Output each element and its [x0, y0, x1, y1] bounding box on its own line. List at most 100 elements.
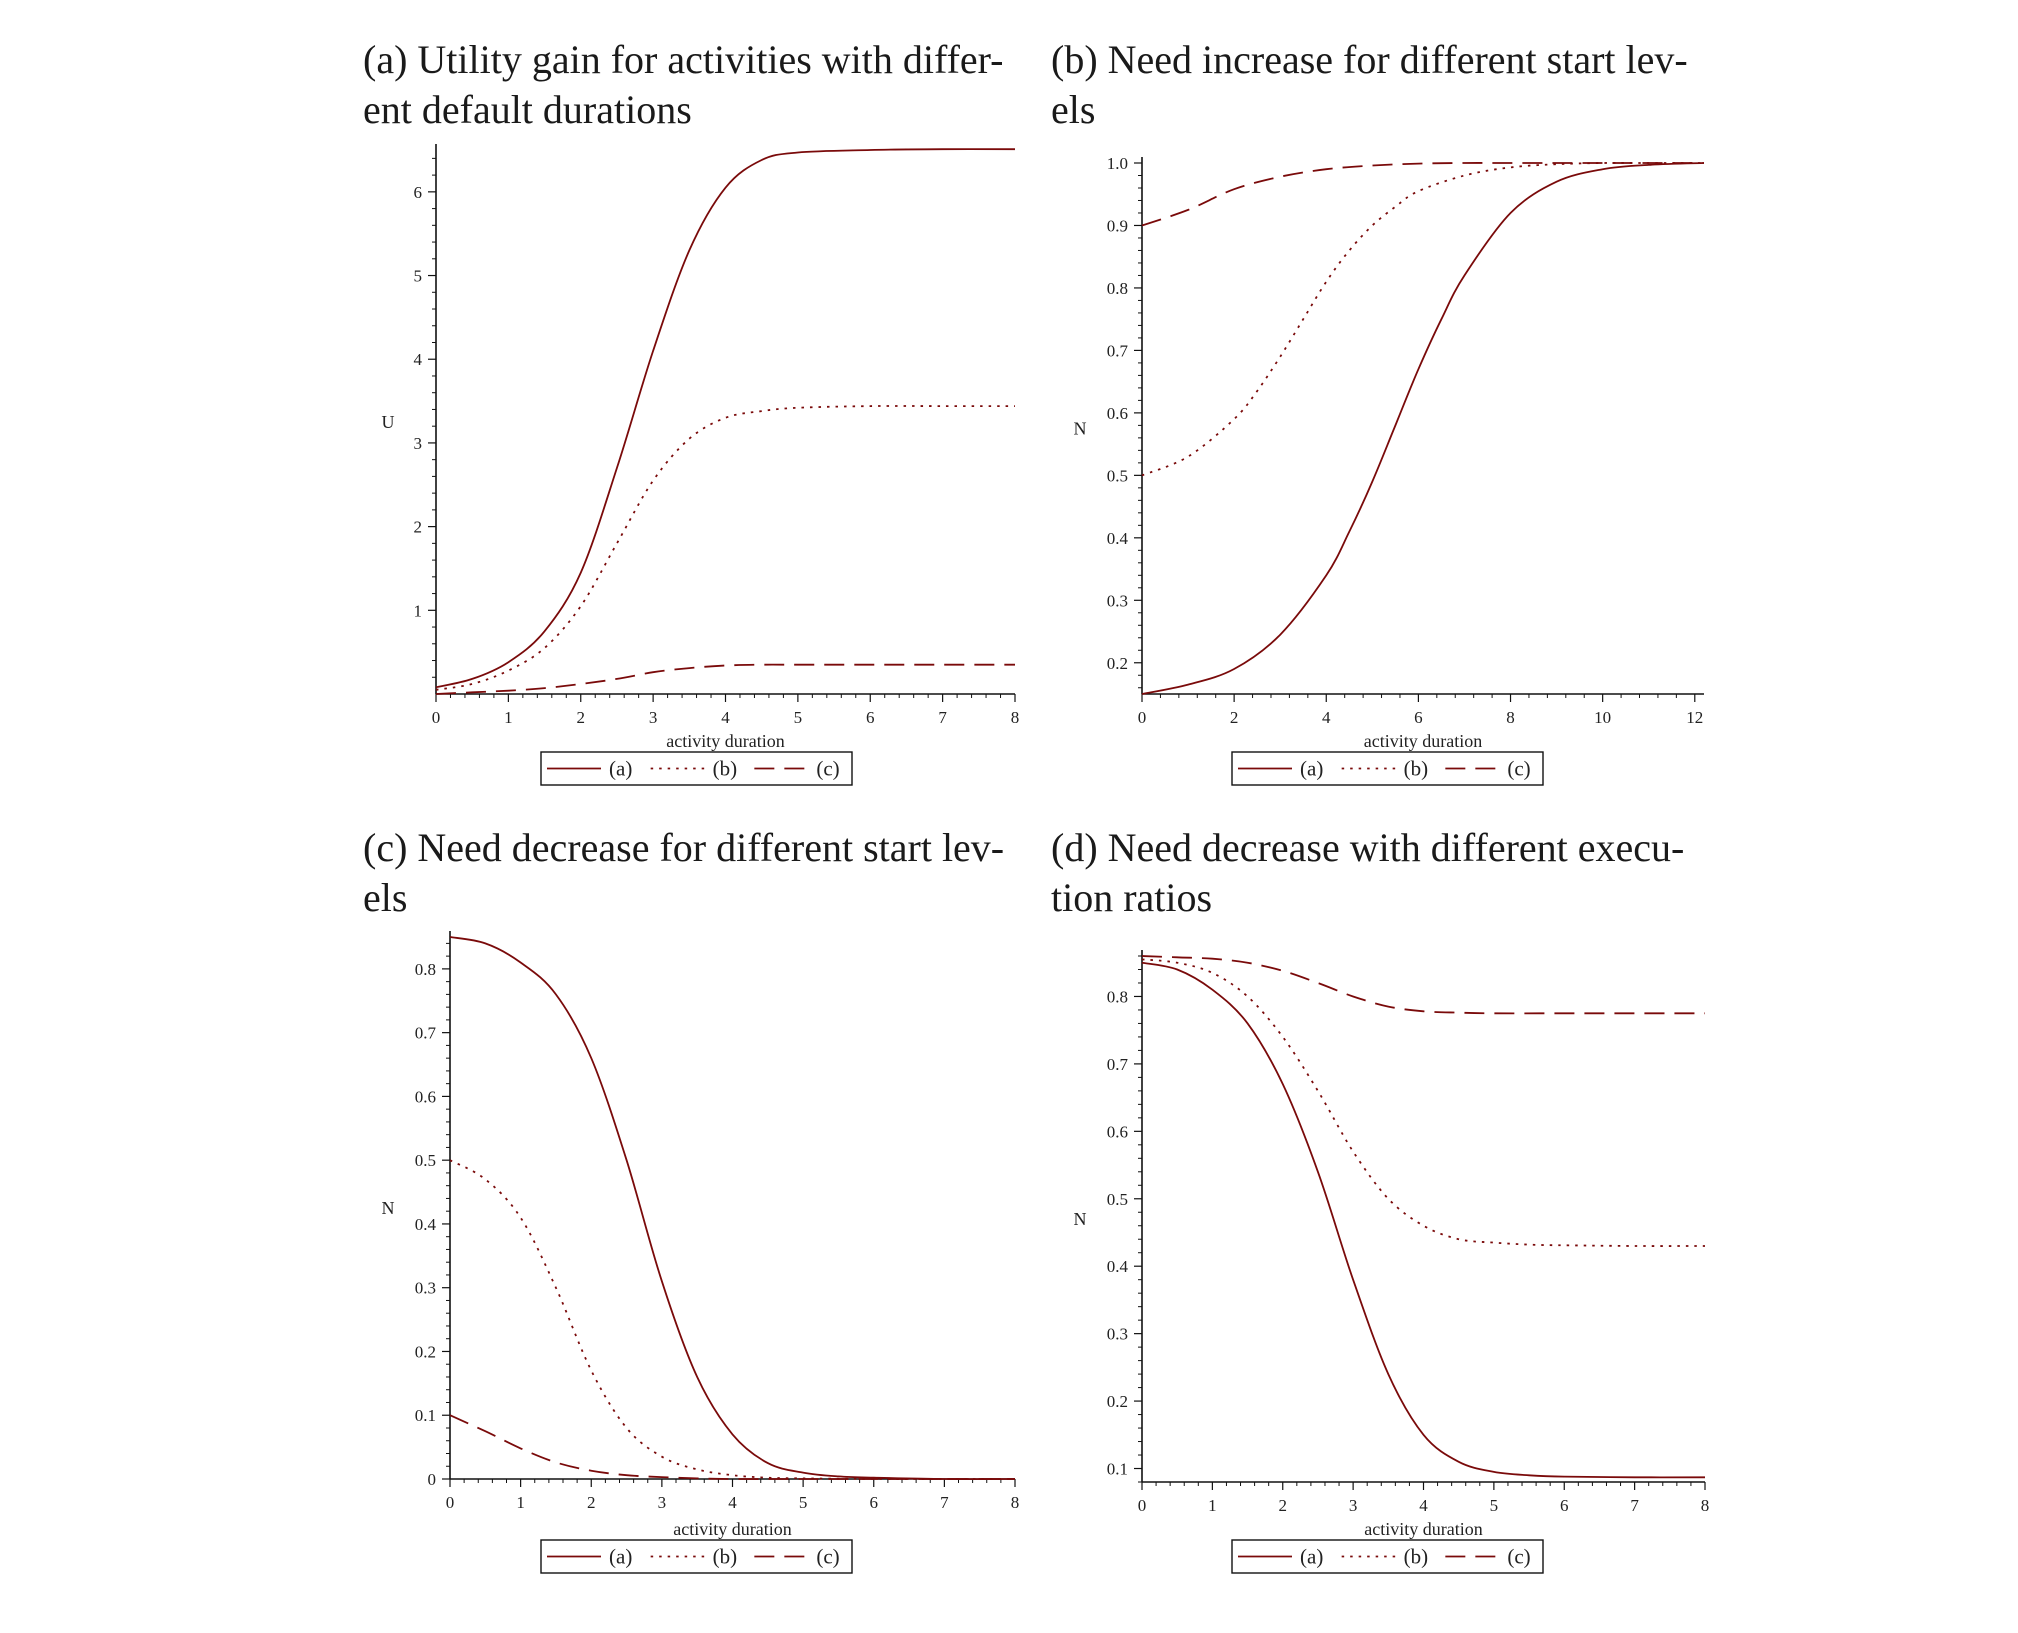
x-tick-label-c: 2	[587, 1493, 596, 1512]
x-tick-label-a: 2	[577, 708, 586, 727]
series-line-c-3	[449, 1414, 1015, 1480]
x-tick-label-c: 8	[1011, 1493, 1020, 1512]
y-tick-label-b: 0.7	[1107, 341, 1129, 360]
x-tick-label-c: 3	[658, 1493, 667, 1512]
series-line-d-3	[1141, 955, 1705, 1015]
x-tick-label-b: 0	[1138, 708, 1147, 727]
y-tick-label-b: 0.4	[1107, 529, 1129, 548]
panel-title-line-1: (c) Need decrease for different start le…	[363, 825, 1005, 870]
x-tick-label-d: 6	[1560, 1496, 1569, 1515]
legend-label-a-3: (c)	[816, 757, 839, 781]
series-line-a-2	[435, 405, 1015, 691]
x-tick-label-d: 8	[1701, 1496, 1710, 1515]
panel-title-line-2: ent default durations	[363, 87, 692, 132]
x-tick-label-a: 1	[504, 708, 513, 727]
y-axis-label-a: U	[382, 412, 395, 432]
y-tick-label-b: 0.5	[1107, 466, 1128, 485]
y-tick-label-d: 0.1	[1107, 1460, 1128, 1479]
legend-label-b-3: (c)	[1507, 757, 1530, 781]
y-tick-label-b: 0.3	[1107, 591, 1128, 610]
x-tick-label-a: 3	[649, 708, 658, 727]
series-line-b-2	[1141, 162, 1704, 477]
x-tick-label-a: 4	[721, 708, 730, 727]
x-tick-label-c: 0	[446, 1493, 455, 1512]
y-tick-label-c: 0.4	[415, 1215, 437, 1234]
x-tick-label-d: 3	[1349, 1496, 1358, 1515]
y-tick-label-d: 0.4	[1107, 1257, 1129, 1276]
panel-title: (a) Utility gain for activities with dif…	[363, 35, 1004, 135]
panel-title-line-2: els	[363, 875, 408, 920]
legend-label-a-2: (b)	[713, 757, 738, 781]
x-tick-label-b: 6	[1414, 708, 1423, 727]
x-tick-label-c: 5	[799, 1493, 808, 1512]
y-tick-label-a: 1	[414, 601, 423, 620]
y-tick-label-c: 0.3	[415, 1279, 436, 1298]
panel-title-line-2: tion ratios	[1051, 875, 1213, 920]
y-tick-label-b: 0.6	[1107, 404, 1128, 423]
series-line-d-1	[1141, 961, 1706, 1479]
series-line-c-1	[449, 936, 1016, 1480]
x-tick-label-d: 7	[1630, 1496, 1639, 1515]
legend-label-a-1: (a)	[609, 757, 632, 781]
y-tick-label-b: 0.8	[1107, 279, 1128, 298]
x-tick-label-c: 4	[728, 1493, 737, 1512]
x-axis-label-a: activity duration	[666, 731, 784, 751]
y-tick-label-a: 6	[414, 183, 423, 202]
panel-title-line-1: (a) Utility gain for activities with dif…	[363, 37, 1004, 82]
x-tick-label-b: 4	[1322, 708, 1331, 727]
x-tick-label-b: 12	[1686, 708, 1703, 727]
x-tick-label-b: 8	[1506, 708, 1515, 727]
y-tick-label-d: 0.8	[1107, 987, 1128, 1006]
y-tick-label-c: 0	[428, 1470, 437, 1489]
y-tick-label-c: 0.1	[415, 1406, 436, 1425]
y-tick-label-b: 0.9	[1107, 216, 1128, 235]
x-axis-label-b: activity duration	[1364, 731, 1482, 751]
y-tick-label-c: 0.7	[415, 1024, 437, 1043]
legend-label-c-1: (a)	[609, 1545, 632, 1569]
y-axis-label-c: N	[382, 1198, 395, 1218]
x-tick-label-a: 8	[1011, 708, 1020, 727]
x-tick-label-c: 1	[516, 1493, 525, 1512]
x-tick-label-a: 0	[432, 708, 441, 727]
panel-title: (d) Need decrease with different execu- …	[1051, 823, 1684, 923]
y-axis-label-b: N	[1074, 419, 1087, 439]
y-tick-label-a: 3	[414, 434, 423, 453]
y-tick-label-c: 0.2	[415, 1342, 436, 1361]
series-line-b-3	[1141, 162, 1704, 227]
y-tick-label-a: 2	[414, 518, 423, 537]
y-tick-label-d: 0.2	[1107, 1392, 1128, 1411]
series-line-b-1	[1141, 162, 1705, 695]
series-line-a-3	[435, 663, 1015, 695]
x-tick-label-a: 6	[866, 708, 875, 727]
x-tick-label-d: 4	[1419, 1496, 1428, 1515]
legend-label-c-2: (b)	[713, 1545, 738, 1569]
y-tick-label-d: 0.3	[1107, 1325, 1128, 1344]
x-tick-label-d: 2	[1279, 1496, 1288, 1515]
legend-label-b-2: (b)	[1404, 757, 1429, 781]
panel-title-line-2: els	[1051, 87, 1096, 132]
panel-title: (c) Need decrease for different start le…	[363, 823, 1004, 923]
x-axis-label-c: activity duration	[673, 1519, 791, 1539]
y-tick-label-d: 0.6	[1107, 1122, 1128, 1141]
series-line-a-1	[435, 148, 1016, 689]
panel-title-line-1: (d) Need decrease with different execu-	[1051, 825, 1685, 870]
x-tick-label-d: 0	[1138, 1496, 1147, 1515]
x-tick-label-a: 7	[938, 708, 947, 727]
x-tick-label-d: 1	[1208, 1496, 1217, 1515]
legend-label-c-3: (c)	[816, 1545, 839, 1569]
y-tick-label-c: 0.5	[415, 1151, 436, 1170]
x-tick-label-c: 6	[870, 1493, 879, 1512]
panel-title-line-1: (b) Need increase for different start le…	[1051, 37, 1688, 82]
x-axis-label-d: activity duration	[1364, 1519, 1482, 1539]
legend-label-d-2: (b)	[1404, 1545, 1429, 1569]
y-tick-label-d: 0.5	[1107, 1190, 1128, 1209]
series-line-d-2	[1141, 958, 1706, 1247]
y-axis-label-d: N	[1074, 1209, 1087, 1229]
x-tick-label-b: 2	[1230, 708, 1239, 727]
y-tick-label-c: 0.6	[415, 1087, 436, 1106]
y-tick-label-b: 0.2	[1107, 654, 1128, 673]
x-tick-label-d: 5	[1490, 1496, 1499, 1515]
x-tick-label-a: 5	[794, 708, 803, 727]
y-tick-label-a: 5	[414, 267, 423, 286]
